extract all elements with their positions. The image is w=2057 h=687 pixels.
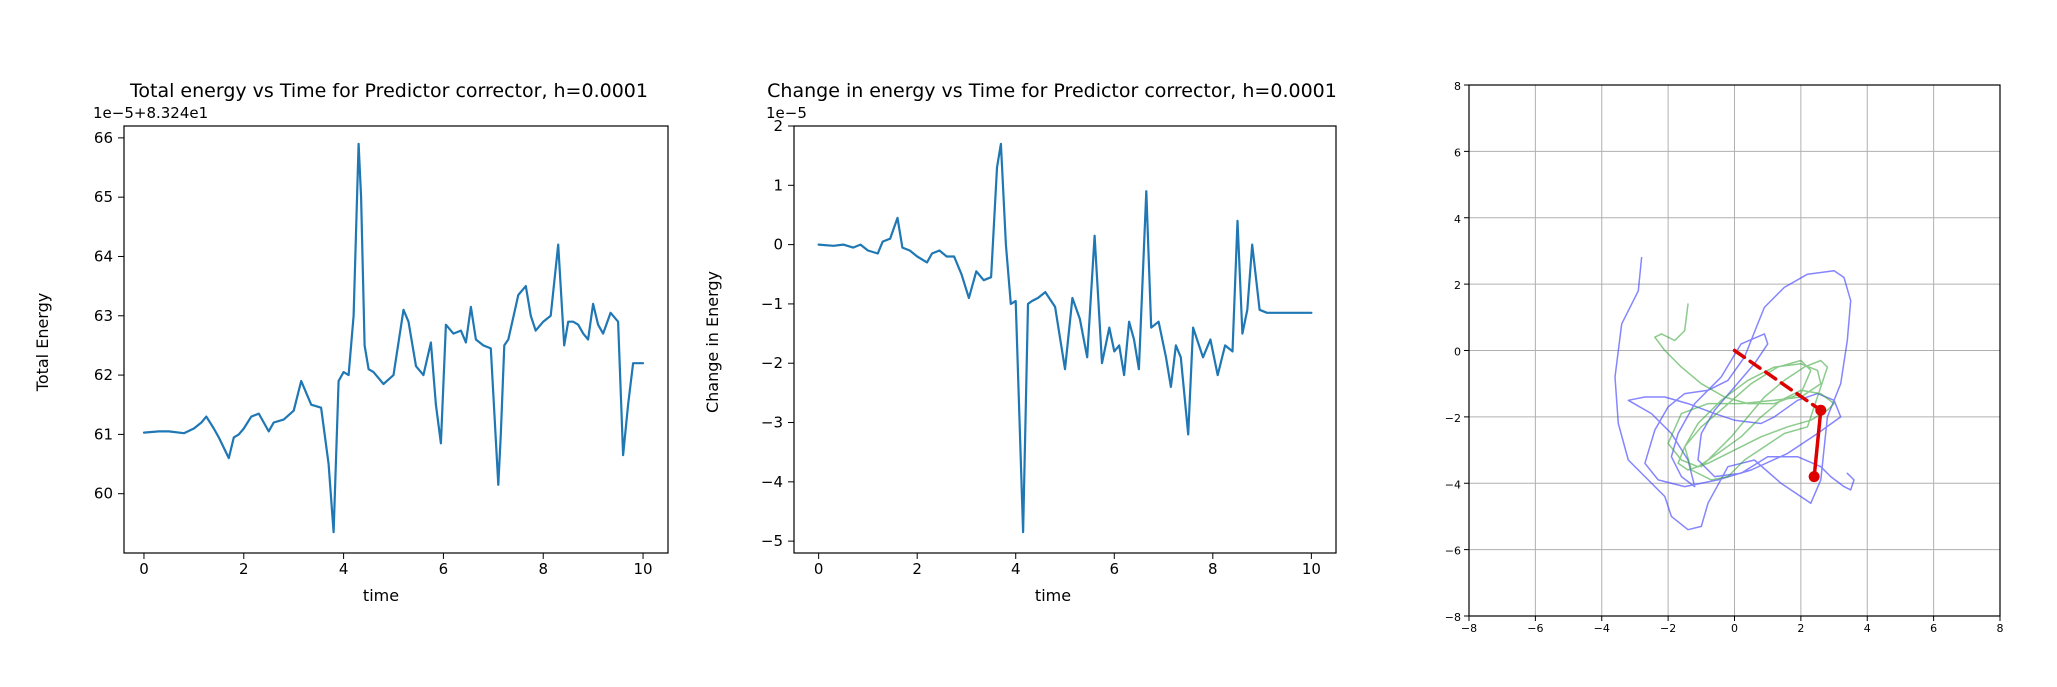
energy-change-chart: Change in energy vs Time for Predictor c… [703,80,1337,605]
energy-chart-series-0 [142,142,645,534]
energy-chart-y-tick-label-4: 64 [94,247,113,265]
trajectory-chart-y-tick-label-6: 4 [1454,213,1461,226]
trajectory-chart-x-tick-label-8: 8 [1997,622,2004,635]
trajectory-chart-series-2 [1732,348,1823,412]
energy-change-chart-x-tick-label-3: 6 [1109,560,1119,578]
energy-change-chart-y-axis-label: Change in Energy [703,271,722,413]
energy-change-chart-y-tick-label-0: −5 [761,532,783,550]
energy-change-chart-y-tick-label-7: 2 [773,117,783,135]
energy-chart-x-tick-label-2: 4 [339,560,349,578]
energy-chart-title: Total energy vs Time for Predictor corre… [129,80,648,102]
energy-chart-plot-area: 0 2 4 6 8 10 60 61 62 63 64 65 66 [94,125,669,578]
energy-change-chart-title: Change in energy vs Time for Predictor c… [767,80,1337,102]
energy-change-chart-x-tick-label-5: 10 [1302,560,1321,578]
energy-chart-y-tick-label-6: 66 [94,129,113,147]
energy-change-chart-x-axis-label: time [1035,586,1071,605]
energy-chart-x-tick-label-5: 10 [633,560,652,578]
trajectory-chart: −8 −6 −4 −2 0 2 4 6 8 −8 −6 −4 −2 0 2 4 6 8 [1445,80,2004,635]
trajectory-chart-y-tick-label-2: −4 [1445,478,1461,491]
trajectory-chart-y-tick-label-3: −2 [1445,412,1461,425]
trajectory-chart-x-tick-label-2: −4 [1594,622,1610,635]
energy-change-chart-y-tick-label-1: −4 [761,473,783,491]
energy-change-chart-x-tick-label-4: 8 [1208,560,1218,578]
trajectory-chart-point-1 [1808,471,1820,483]
energy-chart-series-group [142,142,645,534]
energy-chart-y-tick-label-0: 60 [94,485,113,503]
trajectory-chart-y-tick-label-1: −6 [1445,545,1461,558]
trajectory-chart-x-tick-label-3: −2 [1660,622,1676,635]
energy-chart-y-axis-label: Total Energy [33,293,52,392]
energy-change-chart-axes-frame [793,125,1337,554]
trajectory-chart-x-tick-label-4: 0 [1731,622,1738,635]
energy-chart-x-tick-label-3: 6 [439,560,449,578]
energy-chart-x-tick-label-4: 8 [538,560,548,578]
energy-chart-x-tick-label-1: 2 [239,560,249,578]
energy-change-chart-y-tick-label-5: 0 [773,236,783,254]
trajectory-chart-y-tick-label-5: 2 [1454,279,1461,292]
energy-chart-x-axis-label: time [363,586,399,605]
energy-chart-y-tick-label-3: 63 [94,307,113,325]
trajectory-chart-y-tick-label-8: 8 [1454,80,1461,93]
trajectory-chart-y-tick-label-7: 6 [1454,146,1461,159]
energy-chart-axes-frame [123,125,669,554]
energy-change-chart-y-tick-label-6: 1 [773,176,783,194]
energy-change-chart-y-tick-label-2: −3 [761,414,783,432]
trajectory-chart-x-tick-label-0: −8 [1461,622,1477,635]
energy-change-chart-series-group [817,142,1313,534]
trajectory-chart-series-group [1614,256,1855,531]
energy-change-chart-x-tick-label-1: 2 [912,560,922,578]
trajectory-chart-x-tick-label-5: 2 [1797,622,1804,635]
energy-change-chart-offset-label: 1e−5 [766,104,807,122]
energy-chart-offset-label: 1e−5+8.324e1 [93,104,208,122]
trajectory-chart-x-tick-label-6: 4 [1864,622,1871,635]
energy-change-chart-y-tick-label-3: −2 [761,354,783,372]
trajectory-chart-plot-area: −8 −6 −4 −2 0 2 4 6 8 −8 −6 −4 −2 0 2 4 6 8 [1445,80,2004,635]
trajectory-chart-x-tick-label-7: 6 [1930,622,1937,635]
energy-chart-y-tick-label-2: 62 [94,366,113,384]
energy-chart-x-tick-label-0: 0 [139,560,149,578]
trajectory-chart-point-0 [1815,404,1827,416]
energy-change-chart-series-0 [817,142,1313,534]
energy-change-chart-y-tick-label-4: −1 [761,295,783,313]
trajectory-chart-x-tick-label-1: −6 [1527,622,1543,635]
energy-chart-y-tick-label-1: 61 [94,425,113,443]
trajectory-chart-y-tick-label-4: 0 [1454,346,1461,359]
trajectory-chart-series-3 [1812,408,1823,479]
energy-change-chart-x-tick-label-2: 4 [1011,560,1021,578]
energy-change-chart-x-tick-label-0: 0 [814,560,824,578]
energy-change-chart-plot-area: 0 2 4 6 8 10 −5 −4 −3 −2 −1 0 1 2 [761,117,1337,578]
energy-chart-y-tick-label-5: 65 [94,188,113,206]
trajectory-chart-y-tick-label-0: −8 [1445,611,1461,624]
energy-chart: Total energy vs Time for Predictor corre… [33,80,669,605]
